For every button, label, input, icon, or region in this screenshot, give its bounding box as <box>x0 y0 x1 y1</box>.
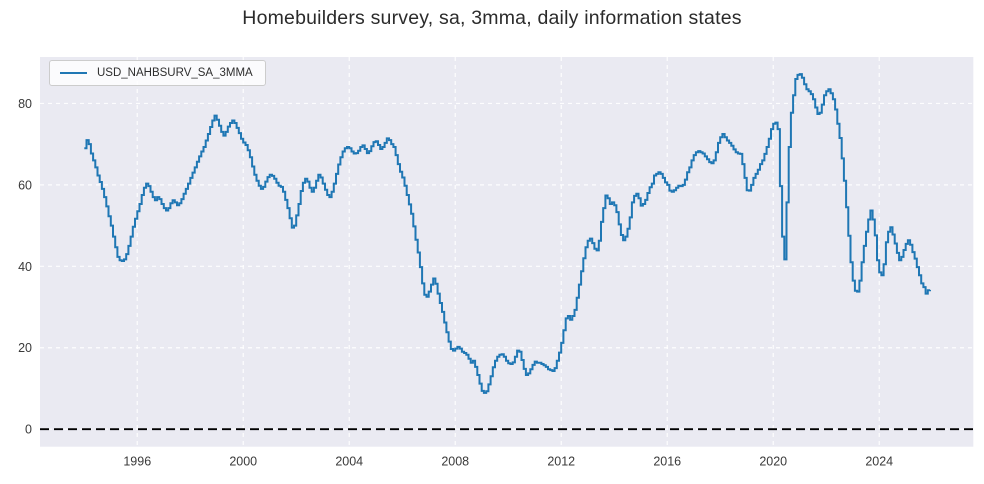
plot-area <box>40 57 974 447</box>
y-tick-label: 80 <box>18 97 32 111</box>
x-tick-label: 2012 <box>547 455 575 469</box>
legend-label: USD_NAHBSURV_SA_3MMA <box>97 67 253 79</box>
x-tick-label: 2016 <box>653 455 681 469</box>
x-tick-label: 1996 <box>123 455 151 469</box>
y-tick-label: 0 <box>25 423 32 437</box>
y-tick-label: 40 <box>18 260 32 274</box>
x-tick-label: 2008 <box>441 455 469 469</box>
x-tick-label: 2004 <box>335 455 363 469</box>
x-tick-label: 2000 <box>229 455 257 469</box>
legend: USD_NAHBSURV_SA_3MMA <box>49 60 266 86</box>
legend-line-swatch <box>60 72 87 74</box>
x-tick-label: 2020 <box>759 455 787 469</box>
chart-title: Homebuilders survey, sa, 3mma, daily inf… <box>242 7 742 29</box>
x-tick-label: 2024 <box>865 455 893 469</box>
series-line <box>84 73 931 394</box>
y-tick-label: 20 <box>18 341 32 355</box>
y-tick-label: 60 <box>18 178 32 192</box>
